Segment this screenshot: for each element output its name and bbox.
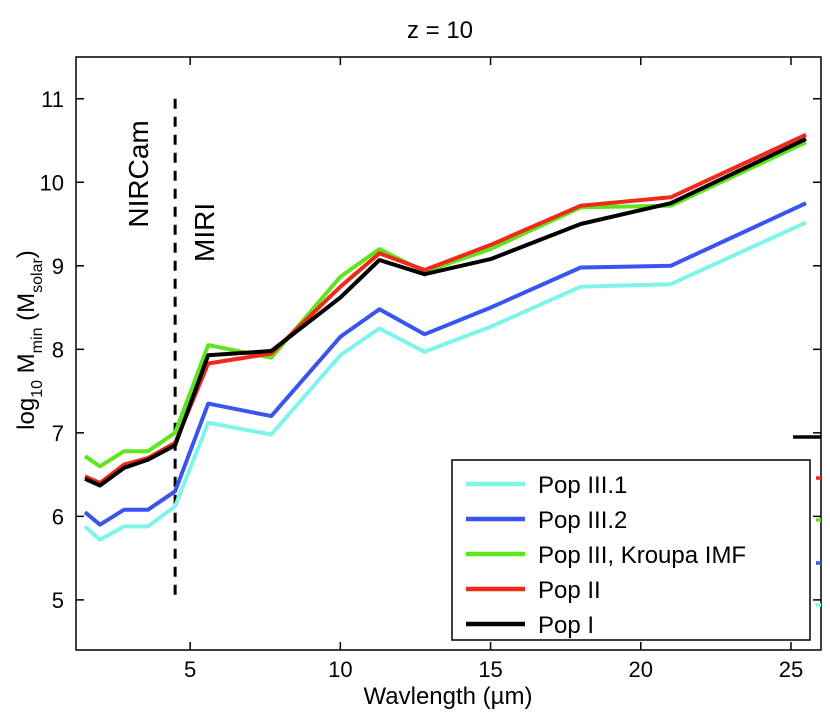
y-axis-label: log10 Mmin (Msolar)	[13, 250, 46, 430]
x-axis-label: Wavlength (µm)	[364, 683, 533, 710]
legend-label: Pop III.2	[538, 507, 627, 534]
x-tick-label: 5	[184, 657, 196, 682]
series-line	[83, 220, 807, 542]
annotations: NIRCam MIRI	[123, 98, 220, 600]
x-tick-label: 20	[629, 657, 653, 682]
legend-label: Pop I	[538, 612, 594, 639]
series-line	[83, 201, 807, 527]
legend-label: Pop III, Kroupa IMF	[538, 542, 746, 569]
series-lines	[83, 132, 807, 542]
x-tick-label: 25	[779, 657, 803, 682]
y-tick-label: 7	[52, 421, 64, 446]
y-tick-label: 8	[52, 337, 64, 362]
chart-title: z = 10	[407, 17, 473, 44]
legend: Pop III.1 Pop III.2 Pop III, Kroupa IMF Pop…	[451, 459, 811, 641]
instrument-label: MIRI	[189, 203, 220, 262]
legend-label: Pop III.1	[538, 472, 627, 499]
y-tick-label: 6	[52, 504, 64, 529]
y-tick-label: 5	[52, 588, 64, 613]
svg-text:log10 Mmin (Msolar): log10 Mmin (Msolar)	[13, 250, 46, 430]
plot-frame	[75, 56, 822, 651]
y-tick-label: 11	[41, 87, 64, 112]
series-line	[84, 137, 807, 488]
instrument-label: NIRCam	[123, 120, 154, 227]
x-tick-label: 10	[328, 657, 352, 682]
axis-ticks: 5 10 15 20 25 5 6 7 8 9 10 11	[40, 57, 821, 682]
x-tick-label: 15	[478, 657, 502, 682]
right-edge-marks	[793, 435, 821, 607]
series-line	[84, 132, 807, 485]
legend-box	[451, 459, 811, 641]
y-tick-label: 9	[52, 254, 64, 279]
legend-label: Pop II	[538, 577, 601, 604]
y-tick-label: 10	[40, 170, 64, 195]
